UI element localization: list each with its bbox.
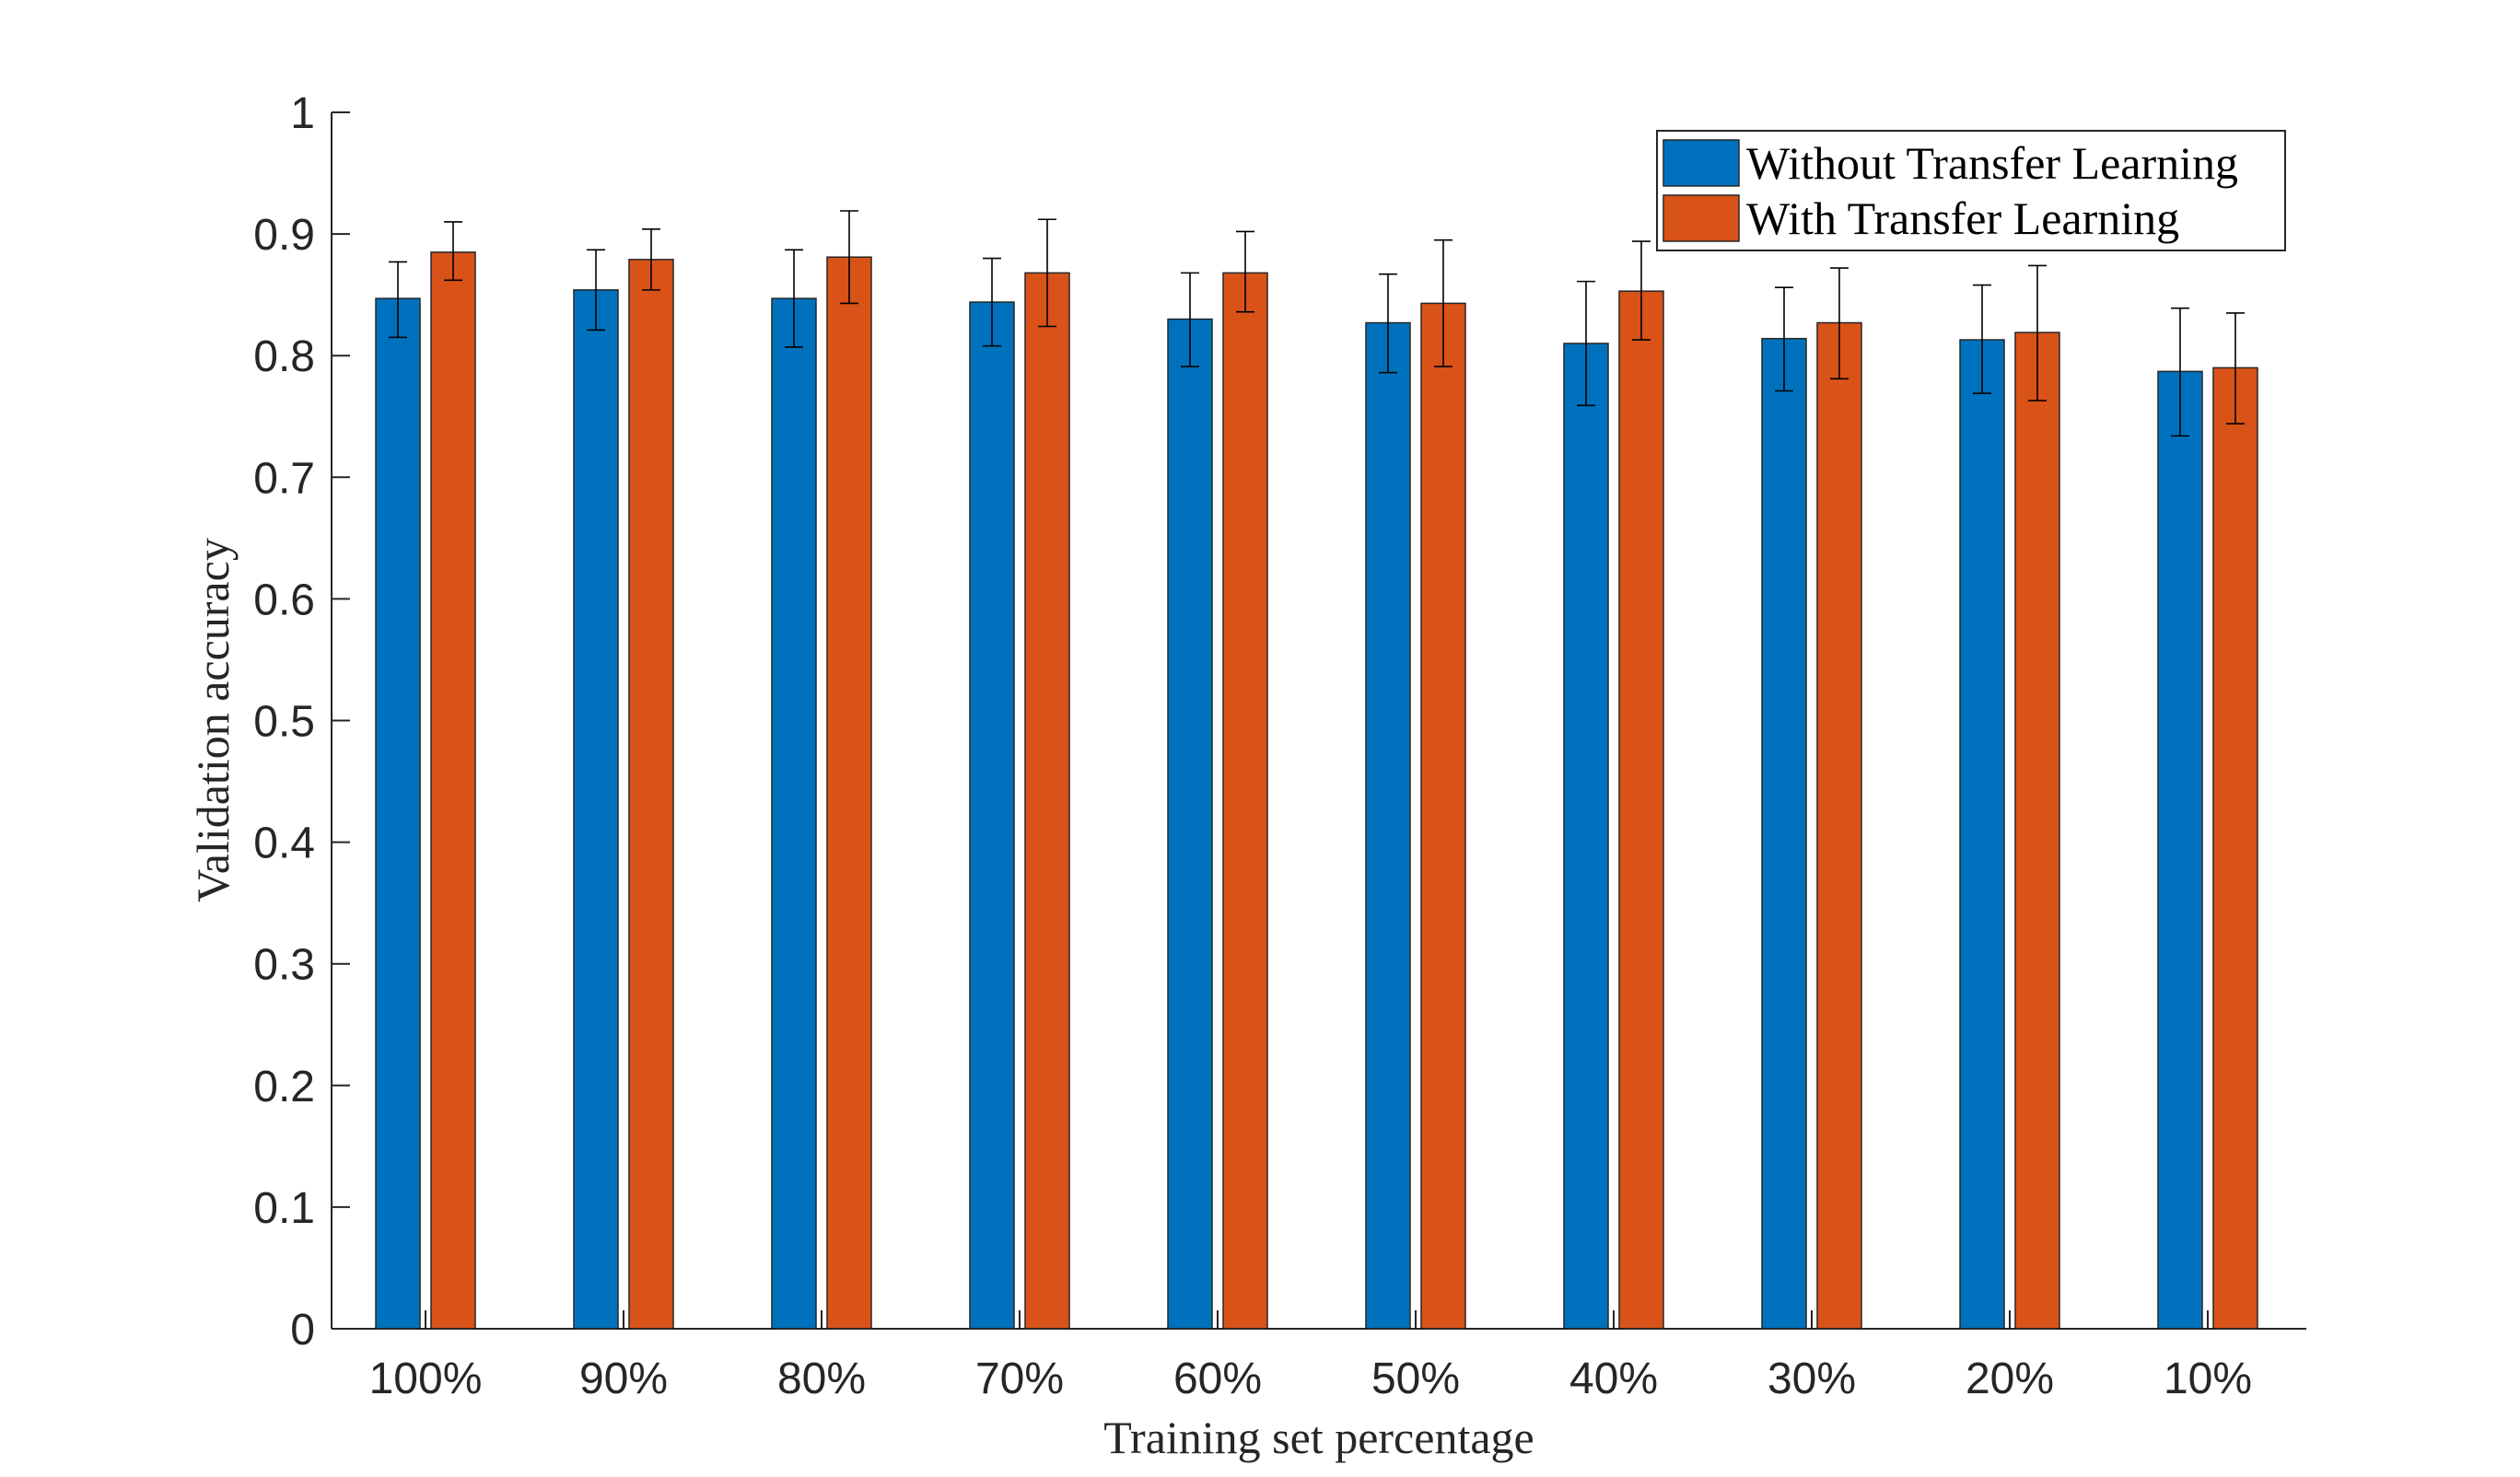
plot-area — [375, 251, 2258, 1330]
y-tick-label: 0.2 — [253, 1063, 315, 1111]
y-tick-label: 0.8 — [253, 332, 315, 381]
x-tick-label: 80% — [777, 1355, 866, 1403]
y-tick-label: 1 — [290, 89, 315, 138]
bar-without-transfer — [1365, 321, 1411, 1330]
y-axis-label: Validation accuracy — [187, 538, 239, 902]
bar-with-transfer — [1618, 290, 1664, 1330]
legend-label-without-transfer: Without Transfer Learning — [1746, 137, 2238, 189]
bar-without-transfer — [1959, 339, 2005, 1330]
bar-without-transfer — [969, 301, 1015, 1330]
bar-with-transfer — [1222, 272, 1268, 1330]
x-tick-label: 20% — [1966, 1355, 2054, 1403]
bar-without-transfer — [771, 297, 817, 1330]
bar-with-transfer — [2212, 366, 2258, 1330]
bar-with-transfer — [628, 259, 674, 1330]
y-ticks: 0 0.1 0.2 0.3 0.4 0.5 0.6 0.7 0.8 0.9 1 — [253, 89, 350, 1355]
x-tick-label: 100% — [369, 1355, 483, 1403]
x-tick-label: 70% — [975, 1355, 1064, 1403]
bar-with-transfer — [1420, 302, 1466, 1330]
bar-with-transfer — [430, 251, 476, 1330]
x-axis-label: Training set percentage — [1103, 1412, 1534, 1463]
legend-box — [1656, 130, 2286, 251]
x-tick-label: 60% — [1173, 1355, 1262, 1403]
x-tick-label: 50% — [1371, 1355, 1460, 1403]
bar-without-transfer — [2157, 370, 2203, 1330]
bar-with-transfer — [1816, 321, 1862, 1330]
y-tick-label: 0.9 — [253, 211, 315, 260]
bar-without-transfer — [1167, 318, 1213, 1330]
error-bars — [389, 210, 2245, 437]
legend: Without Transfer Learning With Transfer … — [1656, 130, 2286, 251]
bar-without-transfer — [1761, 337, 1807, 1330]
x-tick-label: 10% — [2164, 1355, 2252, 1403]
bar-without-transfer — [375, 297, 421, 1330]
legend-swatch-without-transfer — [1662, 139, 1740, 187]
legend-swatch-with-transfer — [1662, 194, 1740, 242]
y-tick-label: 0 — [290, 1306, 315, 1355]
x-tick-label: 90% — [579, 1355, 668, 1403]
y-tick-label: 0.1 — [253, 1184, 315, 1233]
y-tick-label: 0.3 — [253, 941, 315, 990]
bar-without-transfer — [573, 289, 619, 1330]
x-tick-label: 40% — [1569, 1355, 1658, 1403]
bar-with-transfer — [1024, 272, 1070, 1330]
y-tick-label: 0.6 — [253, 576, 315, 624]
y-tick-label: 0.4 — [253, 820, 315, 868]
axes — [331, 112, 2306, 1330]
legend-label-with-transfer: With Transfer Learning — [1746, 192, 2179, 244]
bar-with-transfer — [2014, 331, 2060, 1330]
x-tick-label: 30% — [1768, 1355, 1856, 1403]
y-tick-label: 0.7 — [253, 454, 315, 503]
x-ticks: 100% 90% 80% 70% 60% 50% 40% 30% 20% 10% — [369, 1310, 2252, 1403]
y-tick-label: 0.5 — [253, 698, 315, 747]
bar-without-transfer — [1563, 343, 1609, 1330]
bar-with-transfer — [826, 256, 872, 1330]
